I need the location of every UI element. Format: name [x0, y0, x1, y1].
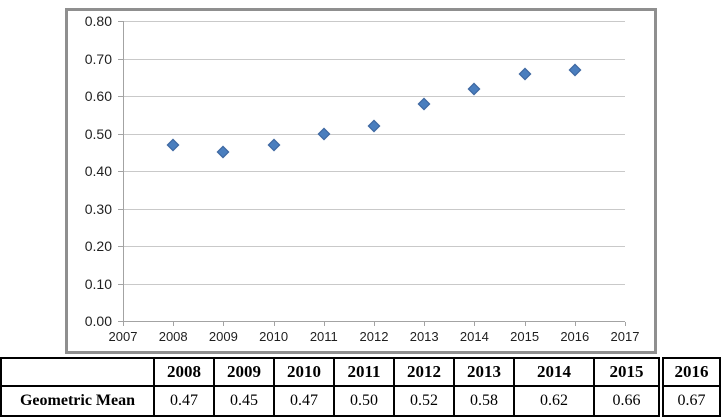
gridline — [123, 133, 625, 135]
x-axis — [123, 321, 625, 322]
x-axis-tick — [173, 322, 175, 326]
y-tick-label: 0.30 — [84, 200, 112, 217]
value-cell: 0.58 — [453, 385, 515, 417]
y-axis-tick — [118, 96, 123, 97]
year-header-cell: 2013 — [453, 357, 515, 387]
corner-cell — [0, 357, 155, 387]
x-axis-tick — [374, 322, 375, 326]
x-tick-label: 2013 — [409, 329, 439, 344]
x-axis-tick — [524, 322, 526, 326]
data-point-diamond — [166, 138, 180, 152]
y-axis-tick — [118, 321, 123, 322]
x-tick-label: 2008 — [158, 329, 188, 344]
gridline — [123, 171, 625, 172]
y-tick-label: 0.60 — [84, 88, 112, 104]
y-axis-tick — [118, 283, 123, 285]
scatter-chart: 0.00 0.10 0.20 0.30 0.40 0.50 0.60 0.70 0.80 2007… — [65, 8, 657, 354]
gridline — [123, 96, 625, 97]
x-tick-label: 2011 — [309, 329, 338, 344]
x-axis-tick — [474, 322, 476, 326]
value-cell: 0.66 — [593, 385, 660, 417]
x-axis-tick — [323, 322, 325, 326]
y-tick-label: 0.80 — [84, 13, 112, 29]
y-axis-tick — [118, 133, 123, 135]
data-point-diamond — [367, 119, 381, 133]
x-axis-tick — [574, 322, 576, 326]
year-header-cell: 2010 — [273, 357, 335, 387]
year-header-cell: 2016 — [662, 357, 721, 387]
data-point-diamond — [417, 97, 431, 110]
x-tick-label: 2012 — [359, 329, 389, 344]
value-cell: 0.45 — [213, 385, 275, 417]
gridline — [123, 21, 625, 22]
x-tick-label: 2014 — [459, 329, 489, 344]
year-header-cell: 2015 — [593, 357, 660, 387]
data-point-diamond — [518, 67, 531, 80]
data-point-diamond — [468, 82, 481, 95]
y-axis-tick — [118, 21, 123, 22]
y-axis — [123, 21, 124, 322]
year-header-cell: 2008 — [153, 357, 215, 387]
value-cell: 0.47 — [273, 385, 335, 417]
y-tick-label: 0.70 — [84, 50, 112, 67]
y-tick-label: 0.50 — [84, 125, 112, 142]
x-tick-label: 2010 — [259, 329, 289, 344]
year-header-cell: 2011 — [333, 357, 395, 387]
x-axis-tick — [625, 322, 626, 326]
y-axis-tick — [118, 208, 123, 210]
geometric-mean-table-extra: 2016 0.67 — [662, 357, 721, 417]
year-header-cell: 2012 — [393, 357, 455, 387]
y-tick-label: 0.00 — [84, 313, 112, 329]
y-tick-label: 0.40 — [84, 163, 112, 179]
y-axis-tick — [118, 246, 123, 247]
gridline — [123, 208, 625, 210]
value-cell: 0.50 — [333, 385, 395, 417]
year-header-cell: 2014 — [513, 357, 595, 387]
value-cell: 0.67 — [662, 385, 721, 417]
x-tick-label: 2015 — [510, 329, 540, 344]
x-axis-tick — [223, 322, 225, 326]
plot-area: 0.00 0.10 0.20 0.30 0.40 0.50 0.60 0.70 0.80 2007… — [85, 13, 640, 344]
x-axis-tick — [424, 322, 426, 326]
data-point-diamond — [267, 138, 280, 152]
x-tick-label: 2007 — [108, 329, 138, 344]
data-point-diamond — [568, 63, 582, 77]
value-cell: 0.47 — [153, 385, 215, 417]
gridline — [123, 283, 625, 285]
x-tick-label: 2016 — [560, 329, 590, 344]
y-axis-tick — [118, 58, 123, 60]
value-cell: 0.52 — [393, 385, 455, 417]
x-axis-tick — [273, 322, 275, 326]
geometric-mean-table-main: 2008 2009 2010 2011 2012 2013 2014 2015 Geometri… — [0, 357, 660, 417]
year-header-cell: 2009 — [213, 357, 275, 387]
value-cell: 0.62 — [513, 385, 595, 417]
gridline — [123, 246, 625, 247]
x-tick-label: 2009 — [208, 329, 238, 344]
data-point-diamond — [317, 127, 331, 140]
x-tick-label: 2017 — [610, 329, 640, 344]
x-axis-tick — [123, 322, 124, 326]
row-label-cell: Geometric Mean — [0, 385, 155, 417]
y-tick-label: 0.10 — [84, 275, 112, 292]
gridline — [123, 58, 625, 60]
data-point-diamond — [217, 145, 230, 159]
y-axis-tick — [118, 171, 123, 172]
y-tick-label: 0.20 — [84, 238, 112, 254]
